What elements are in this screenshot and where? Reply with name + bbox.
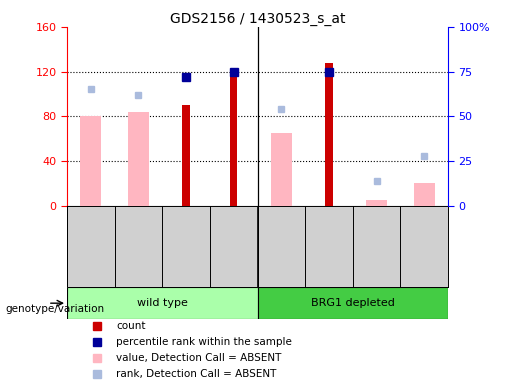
Bar xyxy=(67,287,258,319)
Text: BRG1 depleted: BRG1 depleted xyxy=(311,298,394,308)
Bar xyxy=(325,63,333,206)
Text: percentile rank within the sample: percentile rank within the sample xyxy=(116,337,293,347)
Text: wild type: wild type xyxy=(137,298,187,308)
Text: value, Detection Call = ABSENT: value, Detection Call = ABSENT xyxy=(116,353,282,363)
Bar xyxy=(128,112,149,206)
Bar xyxy=(182,105,190,206)
Text: genotype/variation: genotype/variation xyxy=(5,304,104,314)
Title: GDS2156 / 1430523_s_at: GDS2156 / 1430523_s_at xyxy=(170,12,345,26)
Bar xyxy=(366,200,387,206)
Bar xyxy=(230,71,237,206)
Text: rank, Detection Call = ABSENT: rank, Detection Call = ABSENT xyxy=(116,369,277,379)
Text: count: count xyxy=(116,321,146,331)
Bar xyxy=(80,116,101,206)
Bar xyxy=(414,183,435,206)
Bar xyxy=(270,133,292,206)
Bar xyxy=(258,287,448,319)
